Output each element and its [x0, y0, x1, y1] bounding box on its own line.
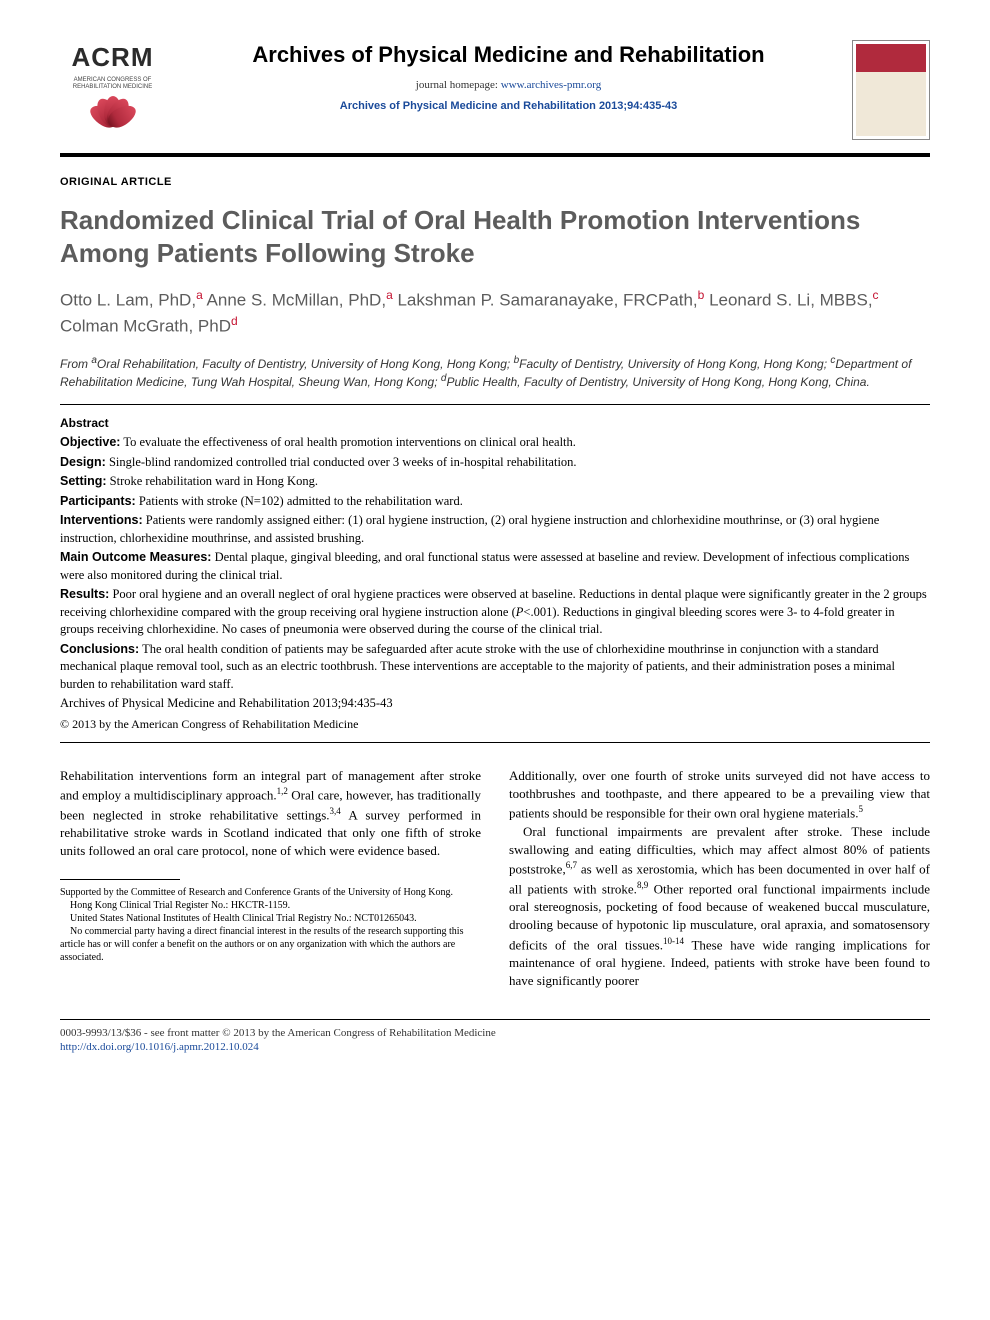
logo-subtitle: AMERICAN CONGRESS OF REHABILITATION MEDI… [73, 77, 152, 90]
journal-cover-thumbnail [852, 40, 930, 140]
abstract-heading: Abstract [60, 415, 930, 431]
journal-header: ACRM AMERICAN CONGRESS OF REHABILITATION… [60, 40, 930, 141]
header-rule [60, 153, 930, 157]
journal-name: Archives of Physical Medicine and Rehabi… [180, 40, 837, 70]
flower-icon [83, 96, 143, 141]
abstract-item: Conclusions: The oral health condition o… [60, 641, 930, 694]
article-type: ORIGINAL ARTICLE [60, 175, 930, 190]
footer-rule [60, 1019, 930, 1020]
header-citation: Archives of Physical Medicine and Rehabi… [180, 99, 837, 114]
abstract-item: Results: Poor oral hygiene and an overal… [60, 586, 930, 639]
homepage-link[interactable]: www.archives-pmr.org [501, 79, 602, 91]
abstract-item: Design: Single-blind randomized controll… [60, 454, 930, 472]
footnote-rule [60, 879, 180, 880]
footnote-4: No commercial party having a direct fina… [60, 925, 481, 964]
doi-link[interactable]: http://dx.doi.org/10.1016/j.apmr.2012.10… [60, 1041, 259, 1053]
body-para-2: Additionally, over one fourth of stroke … [509, 767, 930, 823]
body-para-1: Rehabilitation interventions form an int… [60, 767, 481, 861]
abstract-copyright: © 2013 by the American Congress of Rehab… [60, 716, 930, 732]
journal-homepage: journal homepage: www.archives-pmr.org [180, 78, 837, 93]
authors: Otto L. Lam, PhD,a Anne S. McMillan, PhD… [60, 287, 930, 340]
abstract: Abstract Objective: To evaluate the effe… [60, 415, 930, 732]
footer-line1: 0003-9993/13/$36 - see front matter © 20… [60, 1026, 930, 1041]
abstract-item: Interventions: Patients were randomly as… [60, 512, 930, 547]
abstract-item: Participants: Patients with stroke (N=10… [60, 493, 930, 511]
abstract-item: Setting: Stroke rehabilitation ward in H… [60, 473, 930, 491]
abstract-top-rule [60, 404, 930, 405]
abstract-citation: Archives of Physical Medicine and Rehabi… [60, 695, 930, 713]
footnotes: Supported by the Committee of Research a… [60, 886, 481, 964]
abstract-item: Objective: To evaluate the effectiveness… [60, 434, 930, 452]
body-text: Rehabilitation interventions form an int… [60, 767, 930, 991]
footer: 0003-9993/13/$36 - see front matter © 20… [60, 1026, 930, 1056]
body-para-3: Oral functional impairments are prevalen… [509, 823, 930, 991]
article-title: Randomized Clinical Trial of Oral Health… [60, 204, 930, 269]
abstract-item: Main Outcome Measures: Dental plaque, gi… [60, 549, 930, 584]
footnote-3: United States National Institutes of Hea… [60, 912, 481, 925]
footnote-1: Supported by the Committee of Research a… [60, 886, 481, 899]
header-center: Archives of Physical Medicine and Rehabi… [165, 40, 852, 113]
abstract-bottom-rule [60, 742, 930, 743]
affiliations: From aOral Rehabilitation, Faculty of De… [60, 354, 930, 390]
footnote-2: Hong Kong Clinical Trial Register No.: H… [60, 899, 481, 912]
logo-text: ACRM [72, 40, 154, 75]
acrm-logo: ACRM AMERICAN CONGRESS OF REHABILITATION… [60, 40, 165, 141]
